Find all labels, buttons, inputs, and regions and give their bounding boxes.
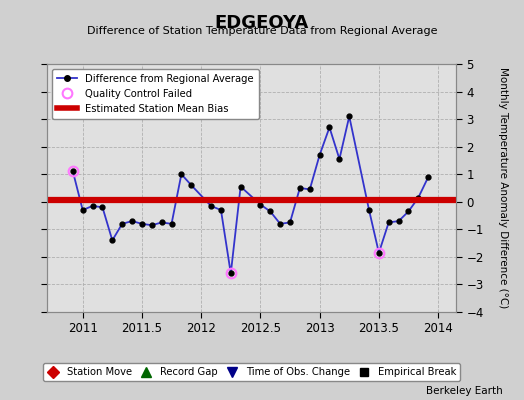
Text: EDGEOYA: EDGEOYA [215,14,309,32]
Legend: Station Move, Record Gap, Time of Obs. Change, Empirical Break: Station Move, Record Gap, Time of Obs. C… [43,363,460,382]
Y-axis label: Monthly Temperature Anomaly Difference (°C): Monthly Temperature Anomaly Difference (… [498,67,508,309]
Text: Difference of Station Temperature Data from Regional Average: Difference of Station Temperature Data f… [87,26,437,36]
Text: Berkeley Earth: Berkeley Earth [427,386,503,396]
